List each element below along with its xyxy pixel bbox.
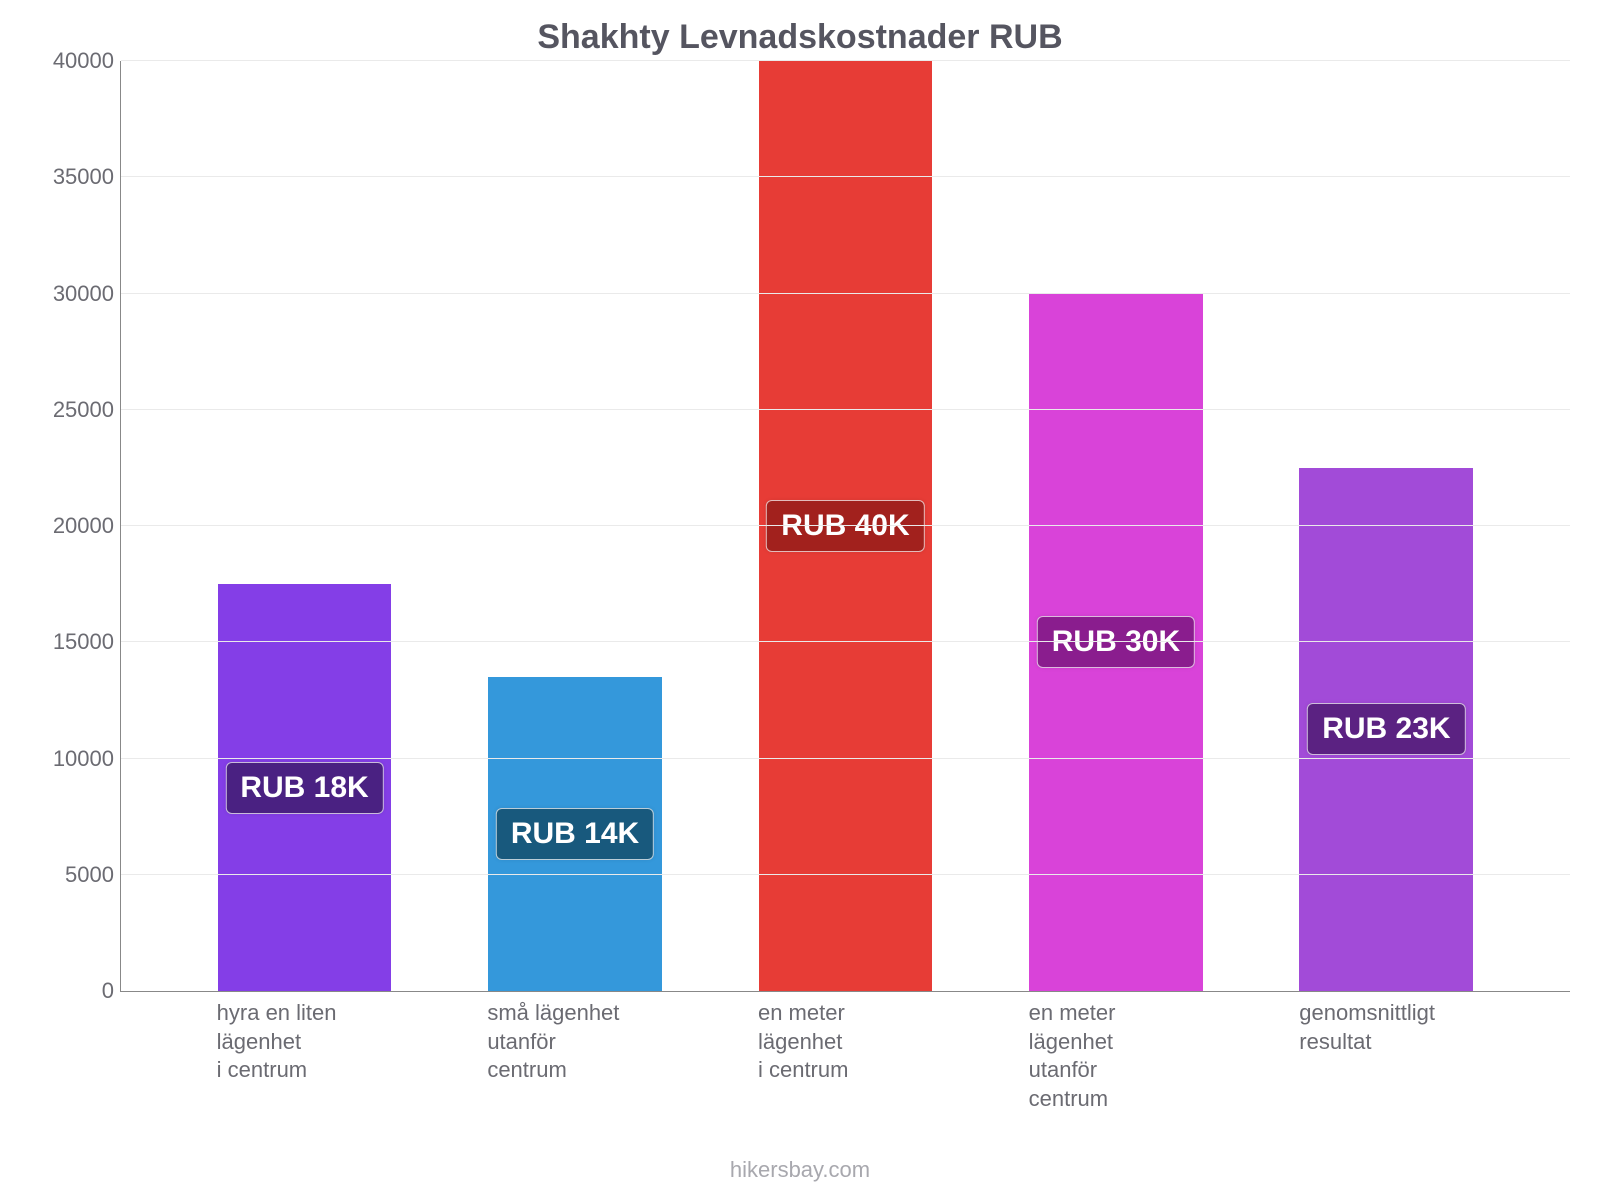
bar-value-label: RUB 23K [1307,703,1465,755]
bars-group: RUB 18K RUB 14K RUB 40K RUB 30K RUB 23K [121,61,1570,991]
grid-line [121,409,1570,410]
bar: RUB 23K [1299,468,1473,991]
grid-line [121,758,1570,759]
bar-value-label: RUB 18K [225,762,383,814]
bar: RUB 40K [759,61,933,991]
chart-container: Shakhty Levnadskostnader RUB 0 5000 10000 1… [0,0,1600,1200]
y-tick: 20000 [30,513,114,539]
x-axis-labels: hyra en liten lägenheti centrum små lägen… [120,999,1570,1113]
bar-value-label: RUB 40K [766,500,924,552]
chart-wrap: 0500010000150002000025000300003500040000… [30,61,1570,991]
y-tick: 15000 [30,629,114,655]
bar-value-label: RUB 30K [1037,616,1195,668]
y-axis: 0500010000150002000025000300003500040000 [30,61,120,991]
x-axis-label: hyra en liten lägenheti centrum [217,999,391,1113]
y-tick: 40000 [30,48,114,74]
y-tick: 25000 [30,397,114,423]
bar-slot: RUB 14K [488,61,662,991]
bar-value-label: RUB 14K [496,808,654,860]
chart-title: Shakhty Levnadskostnader RUB [30,18,1570,57]
y-tick: 0 [30,978,114,1004]
bar-slot: RUB 18K [218,61,392,991]
grid-line [121,641,1570,642]
x-axis-label: en meter lägenhetutanförcentrum [1029,999,1203,1113]
y-tick: 30000 [30,281,114,307]
bar: RUB 30K [1029,294,1203,992]
grid-line [121,874,1570,875]
x-axis-label: en meter lägenheti centrum [758,999,932,1113]
x-axis-label: genomsnittligtresultat [1299,999,1473,1113]
y-tick: 5000 [30,862,114,888]
plot-area: RUB 18K RUB 14K RUB 40K RUB 30K RUB 23K [120,61,1570,992]
grid-line [121,176,1570,177]
x-axis-label: små lägenhetutanförcentrum [487,999,661,1113]
source-credit: hikersbay.com [30,1157,1570,1183]
grid-line [121,60,1570,61]
bar: RUB 14K [488,677,662,991]
bar-slot: RUB 23K [1299,61,1473,991]
bar: RUB 18K [218,584,392,991]
grid-line [121,293,1570,294]
bar-slot: RUB 40K [759,61,933,991]
bar-slot: RUB 30K [1029,61,1203,991]
y-tick: 35000 [30,164,114,190]
y-tick: 10000 [30,746,114,772]
grid-line [121,525,1570,526]
